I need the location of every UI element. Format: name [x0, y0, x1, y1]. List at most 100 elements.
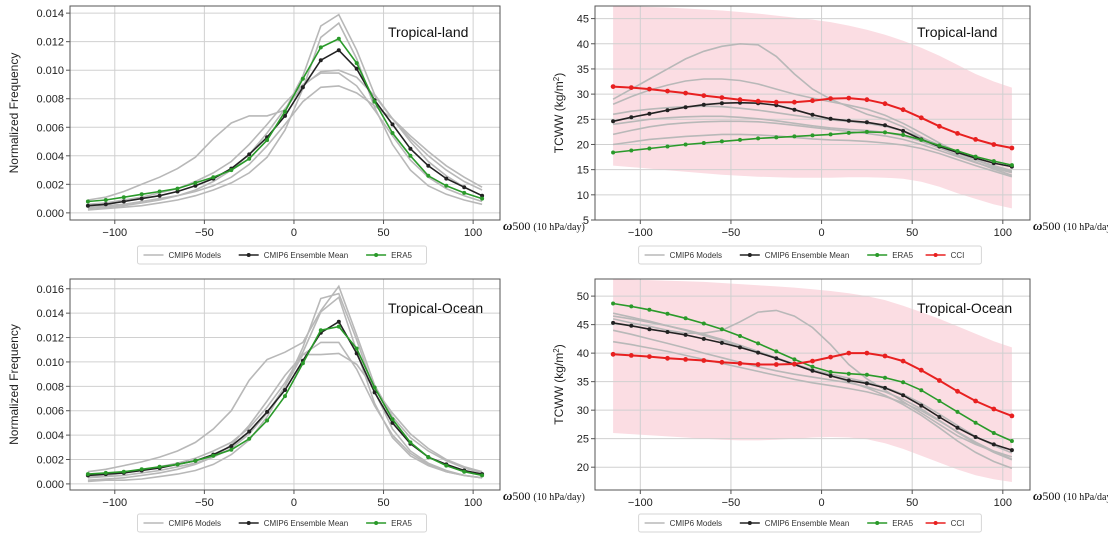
series-point	[882, 353, 888, 359]
series-point	[792, 107, 797, 112]
series-line	[87, 37, 483, 203]
chart-panel-bottom-right: −100 −50 0 50 100 20 25 30 35 40 45 50 TCWW (kg/m2) ω…	[552, 278, 1108, 533]
series-point	[193, 180, 198, 185]
series-point	[1009, 163, 1014, 168]
series-point	[864, 372, 869, 377]
series-point	[354, 61, 359, 66]
series-point	[846, 371, 851, 376]
series-point	[683, 105, 688, 110]
series-point	[828, 370, 833, 374]
series-point	[973, 398, 978, 404]
series-point	[647, 111, 652, 116]
omega-symbol: ω	[1033, 488, 1042, 503]
series-point	[1009, 448, 1014, 453]
x-tick-label: 50	[906, 497, 918, 509]
x-tick-label: 100	[464, 497, 482, 509]
series-point	[408, 146, 413, 151]
x-tick-label: 0	[291, 227, 297, 239]
series-point	[229, 444, 234, 449]
series-point	[611, 150, 616, 155]
y-axis-label-sup: 2	[552, 76, 561, 81]
x-tick-label: 0	[819, 497, 825, 509]
y-axis-label: Normalized Frequency	[7, 53, 21, 174]
y-tick-label: 0.006	[36, 406, 64, 418]
series-point	[810, 358, 815, 364]
series-point	[701, 321, 706, 326]
omega-level: 500	[512, 219, 533, 233]
series-point	[828, 373, 833, 378]
series-point	[1009, 439, 1014, 443]
series-point	[1009, 413, 1015, 419]
series-point	[175, 186, 180, 191]
series-point	[755, 362, 761, 367]
model-line	[612, 133, 1013, 178]
legend-marker	[875, 521, 880, 525]
series-point	[918, 367, 924, 373]
series-point	[701, 93, 707, 98]
y-tick-label: 20	[577, 462, 589, 474]
series-point	[973, 420, 978, 425]
series-point	[792, 357, 797, 362]
y-tick-label: 0.006	[36, 122, 64, 134]
series-point	[647, 307, 652, 312]
series-point	[683, 90, 688, 96]
series-point	[157, 193, 162, 198]
series-point	[864, 350, 870, 356]
legend-label: CMIP6 Models	[670, 519, 722, 528]
chart-panel-bottom-left: −100 −50 0 50 100 0.000 0.002 0.004 0.006 0.008 0.…	[7, 278, 585, 533]
series-point	[139, 196, 144, 201]
y-tick-label: 0.010	[36, 65, 64, 77]
series-point	[283, 113, 287, 118]
chart-panel-top-left: −100 −50 0 50 100 0.000 0.002 0.004 0.006 0.008 0.…	[7, 5, 585, 265]
y-axis-label-text: TCWW (kg/m	[552, 353, 566, 425]
axes-frame	[69, 278, 501, 491]
series-point	[336, 319, 341, 324]
y-axis-label-text: Normalized Frequency	[7, 53, 21, 174]
series-point	[774, 356, 779, 361]
series-point	[103, 202, 108, 207]
model-line	[87, 85, 483, 208]
legend-marker	[246, 253, 251, 257]
y-tick-label: 0.008	[36, 381, 64, 393]
series-point	[901, 393, 906, 398]
omega-level: 500	[1042, 219, 1063, 233]
series-point	[462, 190, 467, 195]
series-point	[318, 328, 323, 333]
axes-frame	[594, 5, 1031, 221]
region-annotation: Tropical-land	[917, 24, 997, 40]
series-point	[755, 98, 761, 104]
series-point	[629, 148, 634, 153]
series-point	[846, 95, 852, 101]
series-point	[193, 183, 198, 188]
series-point	[480, 193, 485, 198]
series-point	[683, 332, 688, 337]
y-tick-label: 0.014	[36, 8, 64, 20]
series-point	[937, 143, 942, 148]
axes-frame	[69, 5, 501, 221]
series-point	[629, 115, 634, 120]
series-point	[991, 442, 996, 447]
series-point	[480, 473, 485, 478]
series-point	[810, 364, 815, 369]
x-axis-unit: (10 hPa/day)	[1063, 222, 1108, 233]
y-tick-label: 0.012	[36, 333, 64, 345]
series-point	[900, 107, 906, 113]
series-point	[901, 380, 906, 385]
series-point	[193, 458, 198, 463]
series-point	[810, 98, 815, 104]
series-point	[973, 137, 978, 142]
series-point	[103, 470, 108, 475]
series-point	[810, 368, 815, 373]
y-tick-label: 30	[577, 405, 589, 417]
series-point	[683, 357, 688, 362]
series-point	[444, 176, 449, 181]
series-point	[647, 354, 652, 359]
series-point	[719, 95, 725, 100]
series-point	[846, 118, 851, 123]
y-axis-label-sup: 2	[552, 348, 561, 353]
series-point	[426, 455, 431, 460]
series-point	[774, 349, 779, 354]
omega-symbol: ω	[503, 218, 512, 233]
y-tick-label: 0.004	[36, 151, 64, 163]
series-point	[701, 336, 706, 341]
